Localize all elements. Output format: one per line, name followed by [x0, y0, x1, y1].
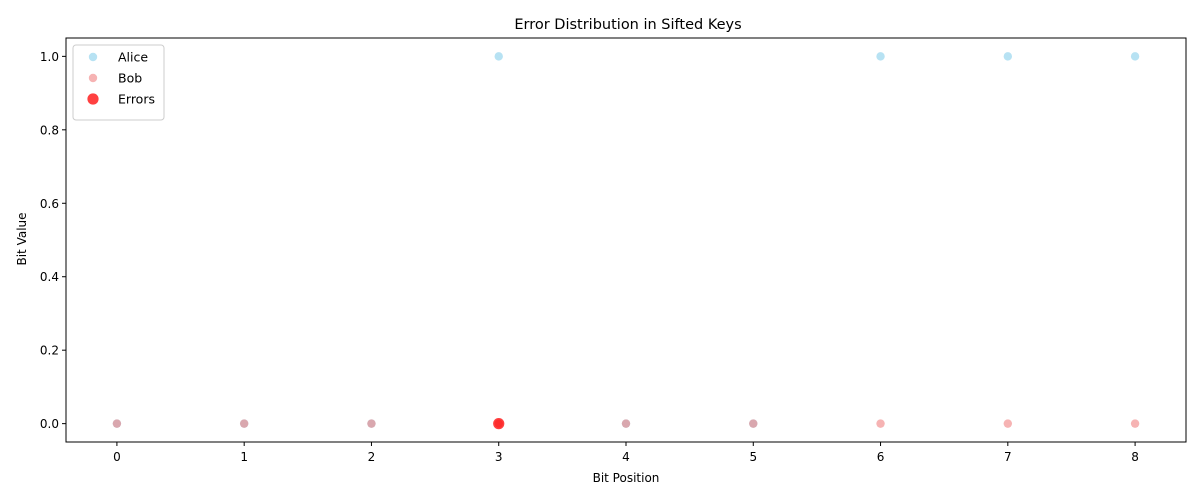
legend-label-alice: Alice: [118, 50, 148, 65]
x-tick-label: 7: [1004, 450, 1012, 464]
bob-point: [1130, 419, 1140, 428]
alice-point: [1130, 52, 1140, 61]
y-tick-label: 0.2: [40, 344, 59, 358]
bob-point: [367, 419, 376, 428]
legend: Alice Bob Errors: [72, 44, 165, 121]
bob-point: [749, 419, 758, 428]
errors-point: [493, 418, 505, 430]
x-tick-label: 1: [240, 450, 248, 464]
x-tick-label: 3: [495, 450, 503, 464]
series-alice: [112, 52, 1140, 428]
x-tick-label: 4: [622, 450, 630, 464]
y-tick-label: 1.0: [40, 50, 59, 64]
bob-point: [1003, 419, 1013, 428]
bob-point: [621, 419, 631, 428]
y-tick-label: 0.0: [40, 417, 59, 431]
x-tick-label: 8: [1131, 450, 1139, 464]
legend-label-bob: Bob: [118, 71, 142, 86]
legend-marker-alice: [88, 52, 98, 62]
x-tick-label: 6: [877, 450, 885, 464]
x-tick-label: 2: [368, 450, 376, 464]
plot-frame: [65, 37, 1187, 443]
x-axis-label: Bit Position: [593, 471, 660, 485]
series-bob: [112, 419, 1140, 428]
bob-point: [112, 419, 122, 428]
bob-point: [239, 419, 249, 428]
series-errors: [493, 418, 505, 430]
chart-title: Error Distribution in Sifted Keys: [514, 17, 741, 33]
bob-point: [876, 419, 885, 428]
x-tick-label: 5: [749, 450, 757, 464]
y-tick-label: 0.4: [40, 270, 59, 284]
y-tick-label: 0.8: [40, 123, 59, 137]
legend-marker-bob: [88, 73, 98, 83]
x-tick-label: 0: [113, 450, 121, 464]
plot-area: 0 1 2 3 4 5 6 7 8 0.0 0.2 0.4 0.6 0.8 1.0: [40, 37, 1187, 464]
y-axis-label: Bit Value: [15, 212, 29, 265]
alice-point: [1003, 52, 1013, 61]
legend-label-errors: Errors: [118, 92, 155, 107]
alice-point: [876, 52, 885, 61]
alice-point: [494, 52, 503, 61]
y-tick-label: 0.6: [40, 197, 59, 211]
legend-marker-errors: [87, 93, 99, 105]
